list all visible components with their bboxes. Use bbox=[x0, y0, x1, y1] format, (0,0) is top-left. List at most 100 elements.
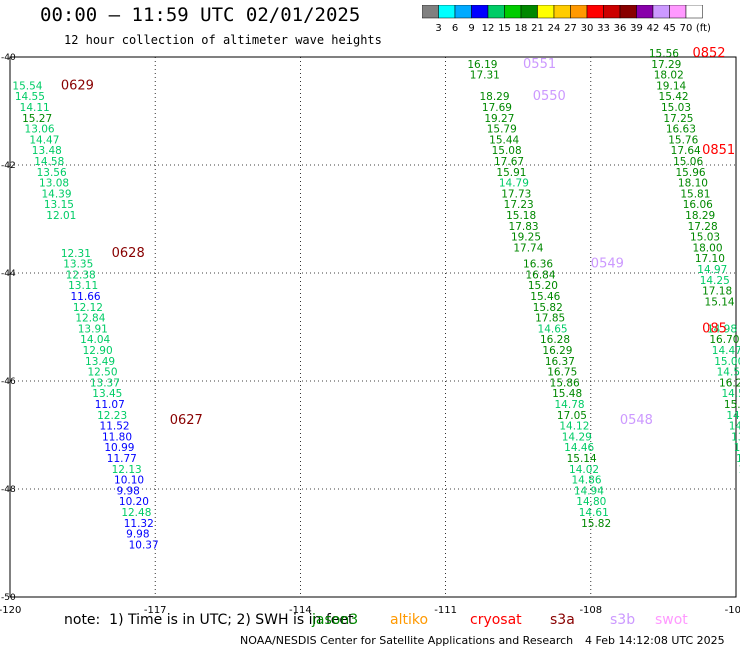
wave-height-value: 14.50 bbox=[721, 388, 740, 400]
wave-height-value: 17.05 bbox=[557, 410, 587, 422]
wave-height-value: 15.81 bbox=[680, 188, 710, 200]
legend-unit: (ft) bbox=[696, 23, 711, 34]
wave-height-value: 14.97 bbox=[697, 264, 727, 276]
wave-height-value: 17.74 bbox=[513, 242, 543, 254]
wave-height-value: 15.00 bbox=[714, 356, 740, 368]
pass-id-label: 085 bbox=[702, 321, 727, 336]
pass-id-label: 0549 bbox=[591, 257, 624, 272]
pass-id-label: 0629 bbox=[61, 78, 94, 93]
wave-height-value: 18.29 bbox=[685, 210, 715, 222]
pass-id-label: 0548 bbox=[620, 413, 653, 428]
wave-height-value: 13.85 bbox=[736, 453, 740, 465]
wave-height-value: 12.31 bbox=[61, 248, 91, 260]
wave-height-value: 17.69 bbox=[482, 102, 512, 114]
wave-height-value: 16.28 bbox=[540, 334, 570, 346]
legend-label: 45 bbox=[663, 23, 676, 34]
wave-height-value: 16.29 bbox=[542, 345, 572, 357]
wave-height-value: 18.10 bbox=[678, 178, 708, 190]
wave-height-value: 15.86 bbox=[550, 377, 580, 389]
wave-height-value: 17.18 bbox=[702, 286, 732, 298]
wave-height-value: 13.37 bbox=[90, 377, 120, 389]
pass-id-label: 0550 bbox=[533, 89, 566, 104]
wave-height-value: 11.32 bbox=[124, 518, 154, 530]
data-points: 15.5414.5514.1115.2713.0614.4713.4814.58… bbox=[12, 46, 740, 551]
wave-height-value: 14.06 bbox=[726, 410, 740, 422]
wave-height-value: 15.06 bbox=[673, 156, 703, 168]
wave-height-value: 14.65 bbox=[538, 323, 568, 335]
chart-subtitle: 12 hour collection of altimeter wave hei… bbox=[64, 33, 382, 47]
wave-height-value: 17.83 bbox=[509, 221, 539, 233]
wave-height-value: 13.15 bbox=[44, 199, 74, 211]
wave-height-value: 15.03 bbox=[661, 102, 691, 114]
wave-height-value: 13.08 bbox=[39, 178, 69, 190]
legend-label: 15 bbox=[498, 23, 511, 34]
wave-height-value: 15.26 bbox=[724, 399, 740, 411]
y-tick-label: -50 bbox=[1, 593, 16, 603]
wave-height-value: 15.56 bbox=[649, 48, 679, 60]
legend-label: 21 bbox=[531, 23, 544, 34]
mission-label-s3b: s3b bbox=[610, 612, 636, 628]
wave-height-value: 19.14 bbox=[656, 80, 686, 92]
legend-label: 30 bbox=[581, 23, 594, 34]
y-tick-label: -48 bbox=[1, 485, 16, 495]
wave-height-value: 17.10 bbox=[695, 253, 725, 265]
wave-height-value: 15.44 bbox=[489, 134, 519, 146]
pass-id-label: 0627 bbox=[170, 413, 203, 428]
wave-height-value: 14.11 bbox=[20, 102, 50, 114]
legend-label: 9 bbox=[468, 23, 474, 34]
generated-timestamp: 4 Feb 14:12:08 UTC 2025 bbox=[585, 634, 725, 647]
wave-height-value: 14.39 bbox=[41, 188, 71, 200]
wave-height-value: 15.91 bbox=[496, 167, 526, 179]
grid-lines bbox=[10, 57, 736, 597]
wave-height-value: 15.42 bbox=[659, 91, 689, 103]
wave-height-value: 17.64 bbox=[671, 145, 701, 157]
wave-height-value: 18.29 bbox=[479, 91, 509, 103]
wave-height-value: 15.48 bbox=[552, 388, 582, 400]
legend-label: 33 bbox=[597, 23, 610, 34]
wave-height-value: 14.12 bbox=[559, 421, 589, 433]
wave-height-value: 13.56 bbox=[37, 167, 67, 179]
wave-height-value: 17.85 bbox=[535, 313, 565, 325]
wave-height-value: 12.13 bbox=[112, 464, 142, 476]
legend-swatch bbox=[685, 5, 703, 19]
x-tick-label: -114 bbox=[289, 605, 312, 616]
wave-height-value: 16.28 bbox=[719, 377, 740, 389]
footer-note: note: 1) Time is in UTC; 2) SWH is in fe… bbox=[64, 612, 354, 628]
wave-height-value: 10.99 bbox=[104, 442, 134, 454]
wave-height-value: 15.96 bbox=[676, 167, 706, 179]
wave-height-value: 18.00 bbox=[692, 242, 722, 254]
axes: -120 -117 -114 -111 -108 -105 -40 -42 -44 -46 -48 -… bbox=[0, 53, 740, 616]
wave-height-value: 14.80 bbox=[576, 496, 606, 508]
legend-label: 24 bbox=[548, 23, 561, 34]
wave-height-value: 11.77 bbox=[107, 453, 137, 465]
color-legend: 3 6 9 12 15 18 21 24 27 30 33 36 39 42 45 70 (ft) bbox=[422, 5, 711, 34]
wave-height-value: 16.37 bbox=[545, 356, 575, 368]
wave-height-value: 12.23 bbox=[97, 410, 127, 422]
y-tick-label: -44 bbox=[1, 269, 16, 279]
wave-height-value: 13.35 bbox=[63, 259, 93, 271]
wave-height-value: 13.45 bbox=[92, 388, 122, 400]
y-tick-label: -40 bbox=[1, 53, 16, 63]
pass-id-label: 0551 bbox=[523, 57, 556, 72]
wave-height-value: 18.02 bbox=[654, 70, 684, 82]
legend-label: 36 bbox=[614, 23, 627, 34]
mission-label-swot: swot bbox=[655, 612, 688, 628]
wave-height-value: 14.29 bbox=[562, 431, 592, 443]
wave-height-value: 19.27 bbox=[484, 113, 514, 125]
wave-height-value: 15.82 bbox=[533, 302, 563, 314]
wave-height-value: 15.20 bbox=[528, 280, 558, 292]
wave-height-value: 17.31 bbox=[470, 70, 500, 82]
mission-label-cryosat: cryosat bbox=[470, 612, 522, 628]
wave-height-value: 19.25 bbox=[511, 232, 541, 244]
wave-height-value: 17.29 bbox=[651, 59, 681, 71]
wave-height-value: 12.12 bbox=[73, 302, 103, 314]
pass-id-label: 0851 bbox=[702, 143, 735, 158]
wave-height-value: 15.14 bbox=[705, 296, 735, 308]
wave-height-value: 15.46 bbox=[530, 291, 560, 303]
wave-height-value: 14.78 bbox=[555, 399, 585, 411]
wave-height-value: 15.03 bbox=[690, 232, 720, 244]
wave-height-value: 13.91 bbox=[78, 323, 108, 335]
wave-height-value: 12.90 bbox=[83, 345, 113, 357]
chart-title: 00:00 — 11:59 UTC 02/01/2025 bbox=[40, 4, 361, 26]
